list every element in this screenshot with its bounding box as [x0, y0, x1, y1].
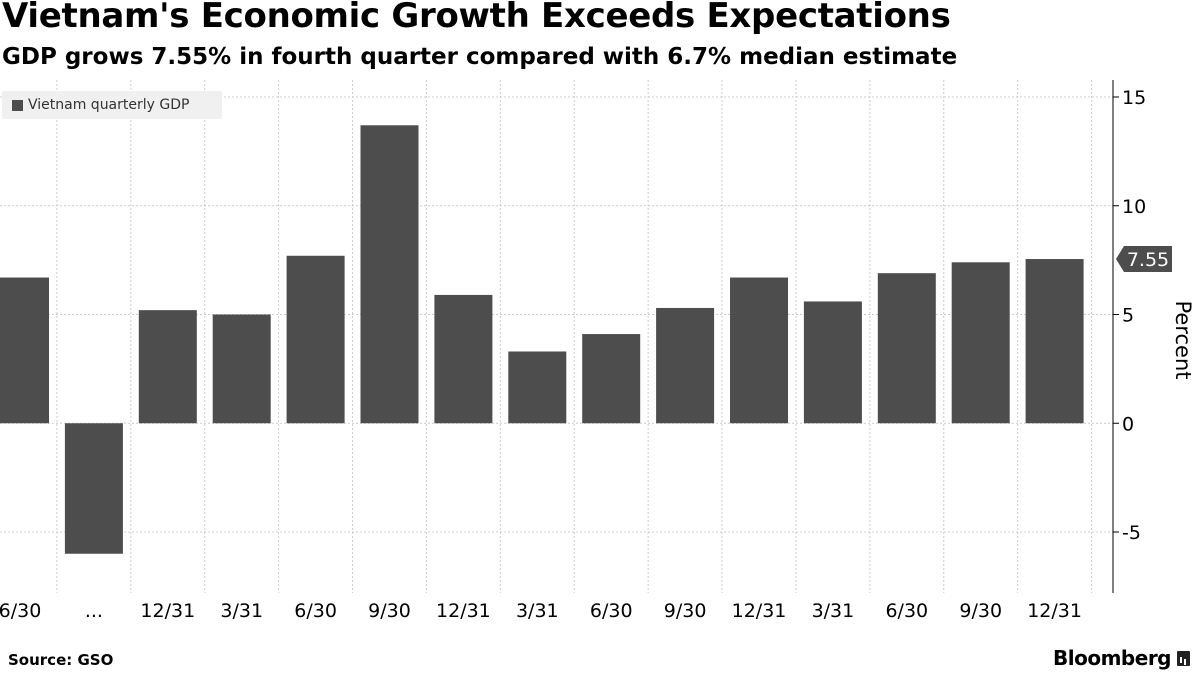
bar [951, 262, 1010, 424]
bar [656, 307, 715, 424]
y-tick-label: 5 [1122, 305, 1134, 327]
bar [138, 310, 197, 424]
x-tick-label: ... [85, 600, 103, 622]
x-tick-label: 6/30 [0, 600, 41, 622]
x-tick-label: 12/31 [140, 600, 195, 622]
bloomberg-logo: Bloomberg [1053, 646, 1190, 670]
y-axis: 15 10 5 0 -5 [1112, 80, 1146, 593]
x-tick-label: 3/31 [516, 600, 559, 622]
y-tick-label: 0 [1122, 413, 1134, 435]
bar [64, 423, 123, 554]
x-tick-label: 3/31 [812, 600, 855, 622]
x-tick-label: 9/30 [368, 600, 411, 622]
x-axis-labels: 6/30... 12/31 3/31 6/30 9/30 12/31 3/31 6/30 9/3… [0, 600, 1082, 622]
x-tick-label: 9/30 [959, 600, 1002, 622]
bar [0, 277, 49, 424]
bar [803, 301, 862, 424]
bloomberg-chart-icon [1177, 650, 1190, 666]
bar [508, 351, 567, 424]
y-tick-label: 15 [1122, 87, 1146, 109]
x-tick-label: 6/30 [885, 600, 928, 622]
y-tick-label: 10 [1122, 196, 1146, 218]
x-tick-label: 9/30 [664, 600, 707, 622]
x-tick-label: 3/31 [220, 600, 263, 622]
brand-text: Bloomberg [1053, 646, 1171, 670]
legend-label: Vietnam quarterly GDP [28, 97, 190, 113]
chart-title: Vietnam's Economic Growth Exceeds Expect… [2, 0, 951, 36]
bar [730, 277, 788, 424]
source-note: Source: GSO [8, 651, 114, 669]
bar [360, 125, 419, 424]
y-axis-label: Percent [1171, 300, 1195, 379]
x-tick-label: 6/30 [294, 600, 337, 622]
bar [286, 255, 345, 424]
last-value-callout: 7.55 [1116, 246, 1172, 273]
legend: Vietnam quarterly GDP [2, 91, 222, 119]
legend-swatch [12, 99, 23, 111]
callout-box [1116, 246, 1172, 273]
x-tick-label: 12/31 [436, 600, 491, 622]
bars [0, 125, 1084, 554]
x-tick-label: 6/30 [590, 600, 633, 622]
bar [877, 273, 936, 424]
x-tick-label: 12/31 [1027, 600, 1082, 622]
bar [582, 334, 641, 424]
x-tick-label: 12/31 [732, 600, 787, 622]
y-tick-label: -5 [1122, 522, 1141, 544]
bar [434, 294, 493, 424]
bar [1025, 259, 1084, 424]
chart-subtitle: GDP grows 7.55% in fourth quarter compar… [2, 44, 958, 70]
callout-value: 7.55 [1127, 249, 1169, 271]
bar [212, 314, 271, 424]
